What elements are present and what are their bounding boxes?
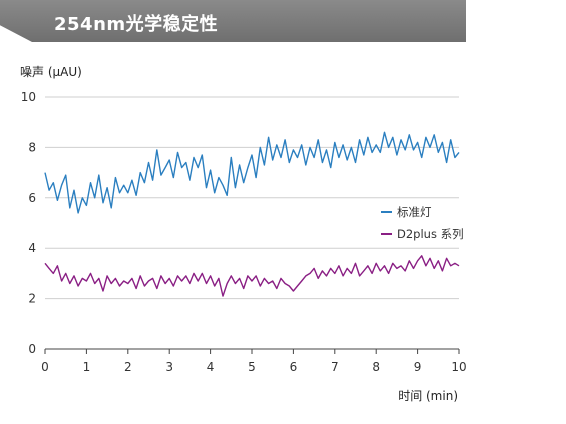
x-tick-label: 7 — [331, 360, 339, 374]
x-tick-label: 9 — [414, 360, 422, 374]
y-tick-label: 10 — [21, 90, 36, 104]
series-line-1 — [44, 255, 460, 297]
x-tick-label: 2 — [124, 360, 132, 374]
x-tick-label: 6 — [290, 360, 298, 374]
x-tick-labels: 0 1 2 3 4 5 6 7 8 9 10 — [41, 349, 467, 374]
series-lines — [44, 131, 460, 297]
grid — [45, 96, 459, 300]
y-tick-label: 6 — [28, 191, 36, 205]
legend-label: D2plus 系列 — [397, 227, 464, 241]
series-line-0 — [44, 131, 460, 214]
x-tick-label: 1 — [83, 360, 91, 374]
y-tick-label: 0 — [28, 342, 36, 356]
y-tick-label: 2 — [28, 292, 36, 306]
x-tick-label: 0 — [41, 360, 49, 374]
y-tick-label: 4 — [28, 241, 36, 255]
x-tick-label: 8 — [372, 360, 380, 374]
x-tick-label: 10 — [451, 360, 466, 374]
y-tick-label: 8 — [28, 140, 36, 154]
x-tick-label: 4 — [207, 360, 215, 374]
page-title: 254nm光学稳定性 — [54, 14, 219, 35]
y-tick-labels: 0 2 4 6 8 10 — [21, 90, 36, 356]
x-axis-label: 时间 (min) — [398, 389, 458, 403]
legend-label: 标准灯 — [397, 205, 432, 219]
x-tick-label: 3 — [165, 360, 173, 374]
title-banner — [0, 0, 466, 42]
x-tick-label: 5 — [248, 360, 256, 374]
y-axis-label: 噪声 (μAU) — [20, 65, 82, 79]
legend: 标准灯 D2plus 系列 — [381, 205, 464, 241]
